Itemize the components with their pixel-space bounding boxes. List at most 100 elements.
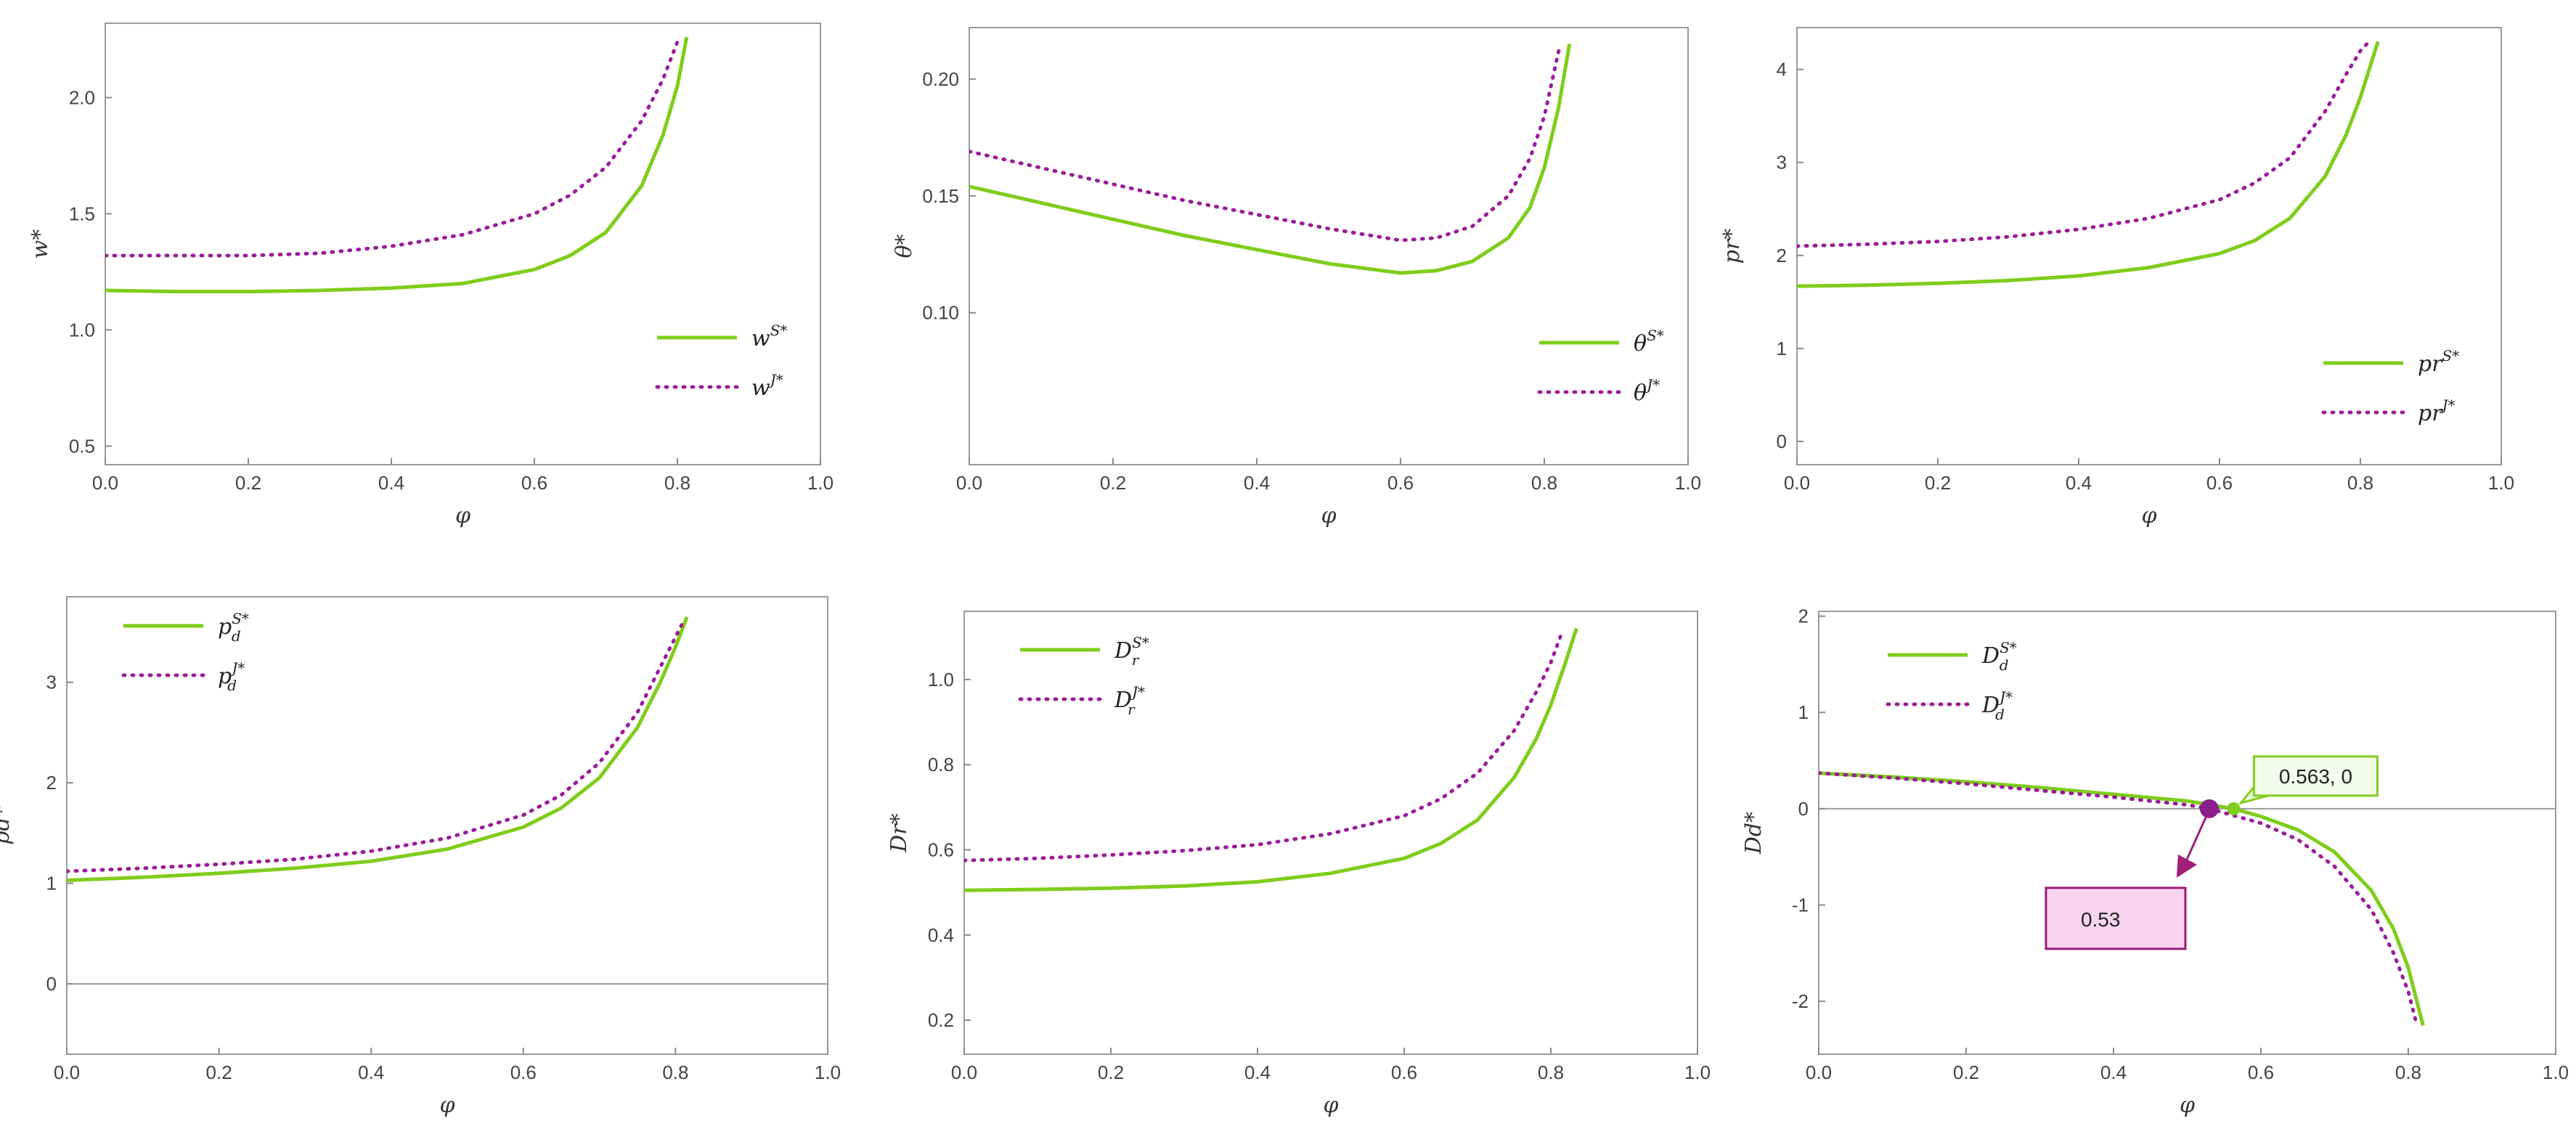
x-axis-label: φ xyxy=(2141,503,2156,529)
legend-label: θJ* xyxy=(1634,376,1660,406)
legend-label: wJ* xyxy=(751,371,783,401)
y-tick-label: -2 xyxy=(1792,990,1809,1012)
series-line-s xyxy=(67,616,689,882)
legend-label: prJ* xyxy=(2418,396,2455,426)
y-tick-label: 0.2 xyxy=(928,1009,954,1031)
y-tick-label: 3 xyxy=(1777,152,1787,174)
x-tick-label: 0.8 xyxy=(2395,1062,2421,1083)
x-tick-label: 0.4 xyxy=(358,1062,384,1083)
y-axis-label: θ* xyxy=(892,234,917,258)
callout-arrow-shaft xyxy=(2182,815,2208,867)
series-line-s xyxy=(964,627,1578,892)
x-tick-label: 1.0 xyxy=(2488,472,2514,494)
x-tick-label: 0.2 xyxy=(1925,472,1951,494)
y-tick-label: -1 xyxy=(1792,894,1809,916)
y-tick-label: 2.0 xyxy=(69,86,95,108)
y-axis-label: Dd* xyxy=(1741,812,1766,855)
y-tick-label: 0.10 xyxy=(922,302,959,324)
series-line-j xyxy=(1819,771,2418,1023)
series-line-j xyxy=(969,49,1561,243)
callout-box-s xyxy=(2252,755,2379,797)
x-tick-label: 0.6 xyxy=(2248,1062,2274,1083)
series-line-s xyxy=(105,36,689,294)
x-tick-label: 0.2 xyxy=(1100,472,1126,494)
x-tick-label: 0.6 xyxy=(1391,1062,1417,1083)
series-line-s xyxy=(1819,771,2425,1026)
chart-panel-2: 0.0 0.2 0.4 0.6 0.8 1.0 0.10 0.15 0.20 φ θ* θS* θJ* xyxy=(892,27,1701,529)
callout-label-j: 0.53 xyxy=(2081,908,2121,931)
y-tick-label: 1 xyxy=(46,873,57,895)
x-tick-label: 0.6 xyxy=(1387,472,1414,494)
x-tick-label: 1.0 xyxy=(1684,1062,1711,1083)
plot-frame xyxy=(105,23,821,465)
plot-frame xyxy=(969,27,1689,465)
x-tick-label: 0.0 xyxy=(54,1062,80,1083)
x-tick-label: 0.2 xyxy=(235,472,261,494)
x-tick-label: 0.2 xyxy=(1098,1062,1124,1083)
legend-label: pJ* d xyxy=(218,659,245,694)
x-tick-label: 0.2 xyxy=(206,1062,232,1083)
root-marker-s xyxy=(2227,802,2241,815)
series-line-j xyxy=(67,620,685,873)
x-tick-label: 0.8 xyxy=(664,472,690,494)
x-axis-label: φ xyxy=(1321,503,1336,529)
x-tick-label: 0.8 xyxy=(1538,1062,1564,1083)
x-tick-label: 0.0 xyxy=(1806,1062,1832,1083)
x-axis-label: φ xyxy=(1323,1093,1338,1118)
y-tick-label: 1 xyxy=(1798,701,1809,723)
y-tick-label: 2 xyxy=(46,772,57,794)
y-tick-label: 0.20 xyxy=(922,68,959,90)
x-tick-label: 0.8 xyxy=(2347,472,2373,494)
y-tick-label: 0.4 xyxy=(928,924,954,946)
callout-arrow-head xyxy=(2176,854,2197,878)
x-axis-label: φ xyxy=(439,1093,455,1118)
x-tick-label: 0.6 xyxy=(2206,472,2233,494)
y-tick-label: 4 xyxy=(1777,59,1787,81)
x-tick-label: 0.4 xyxy=(378,472,404,494)
y-tick-label: 0.6 xyxy=(928,839,954,860)
x-tick-label: 0.0 xyxy=(1784,472,1810,494)
series-line-j xyxy=(105,40,680,258)
x-tick-label: 0.0 xyxy=(956,472,982,494)
callout-label-s: 0.563, 0 xyxy=(2279,765,2352,788)
legend-label: prS* xyxy=(2418,347,2459,377)
y-tick-label: 0 xyxy=(1777,431,1787,452)
x-tick-label: 1.0 xyxy=(2543,1062,2569,1083)
series-line-s xyxy=(969,44,1572,275)
x-tick-label: 1.0 xyxy=(807,472,833,494)
y-tick-label: 2 xyxy=(1777,245,1787,266)
x-tick-label: 0.8 xyxy=(662,1062,688,1083)
y-tick-label: 0.8 xyxy=(928,754,954,775)
x-tick-label: 0.4 xyxy=(1244,472,1270,494)
legend-label: DJ* r xyxy=(1114,683,1145,718)
chart-panel-1: 0.0 0.2 0.4 0.6 0.8 1.0 0.5 1.0 1.5 2.0 φ w* wS* wJ* xyxy=(28,23,833,529)
x-tick-label: 0.4 xyxy=(2066,472,2092,494)
y-tick-label: 0.15 xyxy=(922,185,959,207)
y-tick-label: 3 xyxy=(46,672,57,693)
x-axis-label: φ xyxy=(455,503,470,529)
y-axis-label: pd* xyxy=(0,806,15,844)
root-marker-j xyxy=(2199,799,2219,818)
chart-panel-6: 0.0 0.2 0.4 0.6 0.8 1.0 -2 -1 0 1 2 φ Dd* DS* d DJ* d 0.5… xyxy=(1741,606,2569,1118)
x-tick-label: 0.4 xyxy=(2100,1062,2127,1083)
x-tick-label: 0.0 xyxy=(92,472,118,494)
legend-label: DS* r xyxy=(1114,634,1149,669)
plot-frame xyxy=(963,611,1698,1055)
x-tick-label: 0.6 xyxy=(521,472,547,494)
legend-label: DS* d xyxy=(1981,639,2017,674)
y-tick-label: 1 xyxy=(1777,338,1787,359)
y-axis-label: Dr* xyxy=(886,813,912,852)
legend-label: pS* d xyxy=(218,610,249,645)
x-tick-label: 0.4 xyxy=(1244,1062,1271,1083)
series-line-j xyxy=(1797,38,2373,248)
x-tick-label: 0.2 xyxy=(1953,1062,1979,1083)
y-axis-label: w* xyxy=(28,229,53,259)
legend-label: wS* xyxy=(751,322,787,351)
x-tick-label: 1.0 xyxy=(815,1062,841,1083)
chart-panel-4: 0.0 0.2 0.4 0.6 0.8 1.0 0 1 2 3 φ pd* pS* d pJ* d xyxy=(0,596,841,1118)
plot-frame xyxy=(1818,611,2556,1055)
chart-panel-5: 0.0 0.2 0.4 0.6 0.8 1.0 0.2 0.4 0.6 0.8 1.0 φ Dr* DS*… xyxy=(886,611,1711,1118)
x-tick-label: 0.8 xyxy=(1531,472,1557,494)
callout-box-j xyxy=(2045,887,2187,950)
plot-frame xyxy=(66,596,828,1055)
